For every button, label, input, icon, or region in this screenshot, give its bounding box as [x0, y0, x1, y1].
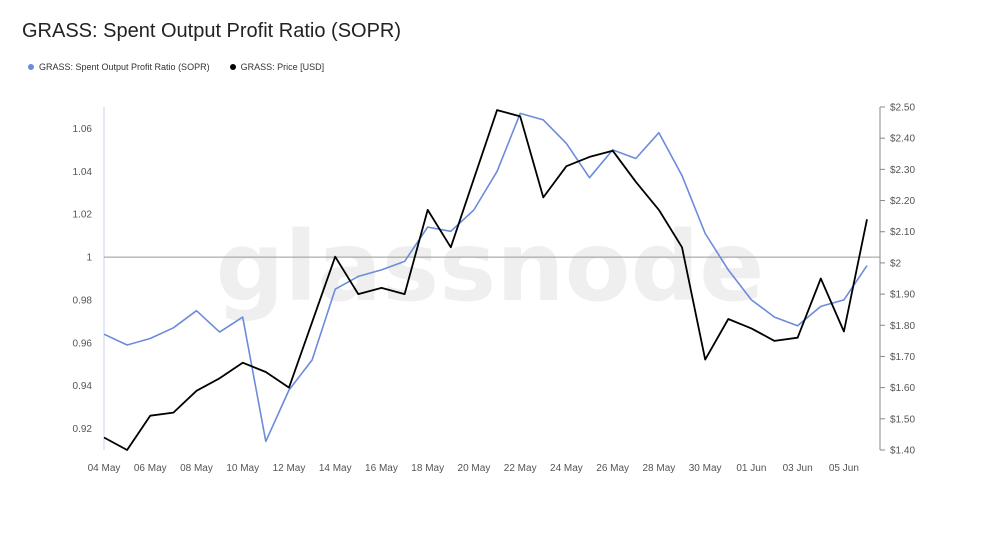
right-tick-label: $1.50 — [890, 414, 915, 425]
left-axis: 0.92 0.94 0.96 0.98 1 1.02 1.04 1.06 — [73, 124, 93, 435]
x-tick-label: 03 Jun — [783, 463, 813, 474]
legend-item-sopr[interactable]: GRASS: Spent Output Profit Ratio (SOPR) — [28, 62, 210, 72]
x-tick-label: 16 May — [365, 463, 398, 474]
right-tick-label: $1.40 — [890, 446, 915, 457]
x-tick-label: 30 May — [689, 463, 722, 474]
x-axis: 04 May 06 May 08 May 10 May 12 May 14 May 16 M… — [88, 463, 859, 474]
legend-item-price[interactable]: GRASS: Price [USD] — [229, 62, 325, 72]
right-tick-label: $2 — [890, 258, 902, 269]
x-tick-label: 24 May — [550, 463, 583, 474]
x-tick-label: 08 May — [180, 463, 213, 474]
x-tick-label: 10 May — [226, 463, 259, 474]
series-group — [103, 109, 868, 451]
left-tick-label: 1 — [86, 253, 92, 264]
left-tick-label: 0.98 — [73, 295, 93, 306]
left-tick-label: 0.92 — [73, 424, 93, 435]
left-tick-label: 1.04 — [73, 167, 93, 178]
left-tick-label: 0.96 — [73, 338, 93, 349]
x-tick-label: 14 May — [319, 463, 352, 474]
x-tick-label: 28 May — [643, 463, 676, 474]
x-tick-label: 20 May — [458, 463, 491, 474]
right-tick-label: $1.90 — [890, 290, 915, 301]
legend-sopr-marker — [28, 64, 34, 70]
left-tick-label: 0.94 — [73, 381, 93, 392]
x-tick-label: 12 May — [273, 463, 306, 474]
right-tick-label: $2.50 — [890, 103, 915, 114]
legend-price-label: GRASS: Price [USD] — [240, 62, 325, 72]
watermark: glassnode — [216, 211, 765, 323]
legend-sopr-label: GRASS: Spent Output Profit Ratio (SOPR) — [39, 62, 210, 72]
price-line — [103, 109, 868, 451]
legend-price-marker — [229, 64, 236, 70]
right-tick-label: $2.20 — [890, 196, 915, 207]
x-tick-label: 05 Jun — [829, 463, 859, 474]
right-tick-label: $1.70 — [890, 352, 915, 363]
x-tick-label: 22 May — [504, 463, 537, 474]
chart-title: GRASS: Spent Output Profit Ratio (SOPR) — [22, 20, 402, 42]
legend: GRASS: Spent Output Profit Ratio (SOPR) … — [28, 62, 324, 72]
left-tick-label: 1.06 — [73, 124, 93, 135]
right-tick-label: $2.40 — [890, 134, 915, 145]
x-tick-label: 06 May — [134, 463, 167, 474]
x-tick-label: 04 May — [88, 463, 121, 474]
sopr-line — [103, 112, 868, 443]
left-tick-label: 1.02 — [73, 210, 93, 221]
right-axis: $1.40 $1.50 $1.60 $1.70 $1.80 $1.90 $2 $2.10 $2.… — [880, 103, 915, 457]
x-tick-label: 18 May — [411, 463, 444, 474]
right-tick-label: $1.80 — [890, 321, 915, 332]
right-tick-label: $1.60 — [890, 383, 915, 394]
right-tick-label: $2.10 — [890, 227, 915, 238]
x-tick-label: 26 May — [596, 463, 629, 474]
x-tick-label: 01 Jun — [736, 463, 766, 474]
right-tick-label: $2.30 — [890, 165, 915, 176]
